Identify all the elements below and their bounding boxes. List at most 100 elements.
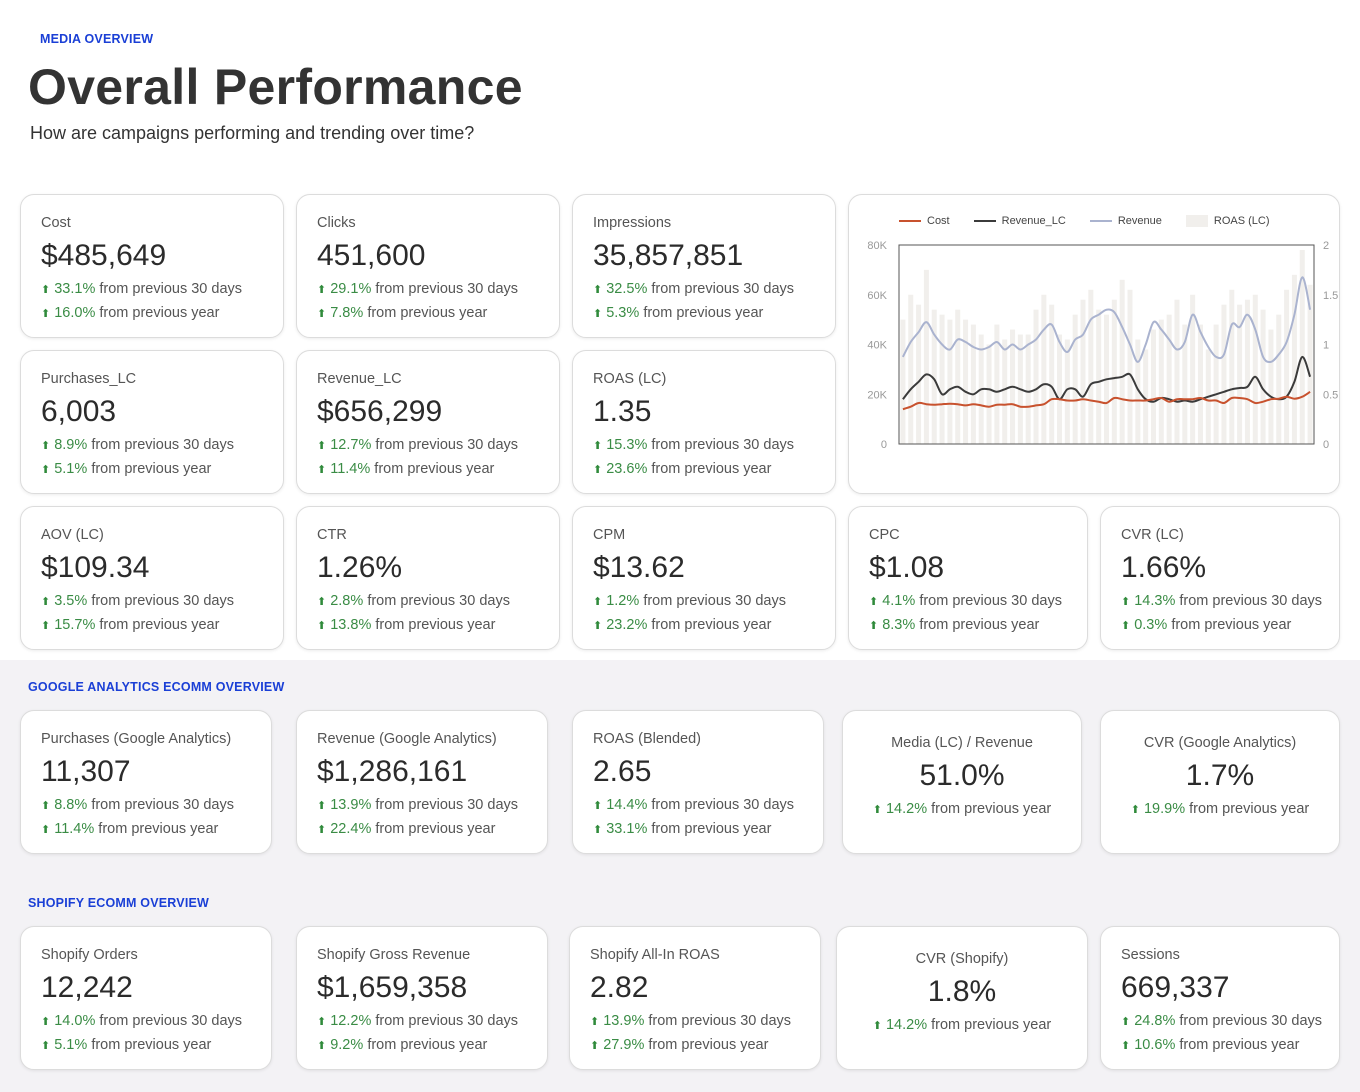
legend-swatch xyxy=(973,220,996,222)
metric-value: $13.62 xyxy=(593,551,685,584)
comparison-30-days: ⬆ 24.8% from previous 30 days xyxy=(1121,1013,1323,1029)
roas-bar xyxy=(1260,309,1266,444)
roas-bar xyxy=(1299,249,1305,444)
metric-value: 51.0% xyxy=(919,759,1005,792)
metric-value: 2.65 xyxy=(593,755,652,788)
metric-value: $1,286,161 xyxy=(317,755,468,788)
series-line-cost xyxy=(902,390,1311,411)
comparison-year: ⬆ 0.3% from previous year xyxy=(1121,617,1292,633)
metric-card-cpm[interactable]: CPM $13.62 ⬆ 1.2% from previous 30 days ⬆… xyxy=(572,506,836,650)
roas-bar xyxy=(939,314,945,444)
comparison-30-days: ⬆ 3.5% from previous 30 days xyxy=(41,593,234,609)
roas-bar xyxy=(1064,339,1070,444)
metric-card-cpc[interactable]: CPC $1.08 ⬆ 4.1% from previous 30 days ⬆ 8… xyxy=(848,506,1088,650)
roas-bar xyxy=(947,319,953,444)
metric-value: $109.34 xyxy=(41,551,150,584)
metric-label: Media (LC) / Revenue xyxy=(891,735,1033,751)
roas-bar xyxy=(900,319,906,444)
arrow-up-icon: ⬆ xyxy=(590,1016,600,1028)
page-title: Overall Performance xyxy=(28,59,523,115)
metric-card-impressions[interactable]: Impressions 35,857,851 ⬆ 32.5% from previ… xyxy=(572,194,836,338)
roas-bar xyxy=(908,294,914,444)
metric-card-shopify-orders[interactable]: Shopify Orders 12,242 ⬆ 14.0% from previo… xyxy=(20,926,272,1070)
comparison-30-days: ⬆ 14.0% from previous 30 days xyxy=(41,1013,243,1029)
arrow-up-icon: ⬆ xyxy=(593,464,603,476)
metric-card-ctr[interactable]: CTR 1.26% ⬆ 2.8% from previous 30 days ⬆ 1… xyxy=(296,506,560,650)
metric-value: 669,337 xyxy=(1121,971,1230,1004)
comparison-30-days: ⬆ 32.5% from previous 30 days xyxy=(593,281,795,297)
metric-card-cvr-lc[interactable]: CVR (LC) 1.66% ⬆ 14.3% from previous 30 d… xyxy=(1100,506,1340,650)
metric-label: ROAS (Blended) xyxy=(593,731,701,747)
roas-bar xyxy=(1049,304,1055,444)
metric-value: $1,659,358 xyxy=(317,971,468,1004)
comparison-year: ⬆ 23.2% from previous year xyxy=(593,617,772,633)
roas-bar xyxy=(1276,314,1282,444)
metric-value: 6,003 xyxy=(41,395,117,428)
arrow-up-icon: ⬆ xyxy=(593,596,603,608)
y-right-tick-label: 0 xyxy=(1323,439,1329,451)
comparison-year: ⬆ 13.8% from previous year xyxy=(317,617,496,633)
metric-card-shopify-revenue[interactable]: Shopify Gross Revenue $1,659,358 ⬆ 12.2% … xyxy=(296,926,548,1070)
metric-card-media-revenue[interactable]: Media (LC) / Revenue 51.0% ⬆ 14.2% from p… xyxy=(842,710,1082,854)
comparison-year: ⬆ 14.2% from previous year xyxy=(872,801,1052,817)
roas-bar xyxy=(1307,284,1313,444)
metric-card-sessions[interactable]: Sessions 669,337 ⬆ 24.8% from previous 30… xyxy=(1100,926,1340,1070)
metric-card-cvr-ga[interactable]: CVR (Google Analytics) 1.7% ⬆ 19.9% from … xyxy=(1100,710,1340,854)
roas-bar xyxy=(1135,339,1141,444)
roas-bar xyxy=(1143,349,1149,444)
metric-label: Sessions xyxy=(1121,947,1180,963)
metric-card-roas-blended[interactable]: ROAS (Blended) 2.65 ⬆ 14.4% from previous… xyxy=(572,710,824,854)
roas-bar xyxy=(963,319,969,444)
roas-bar xyxy=(1197,324,1203,444)
comparison-year: ⬆ 11.4% from previous year xyxy=(41,821,219,837)
metric-card-roas-lc[interactable]: ROAS (LC) 1.35 ⬆ 15.3% from previous 30 d… xyxy=(572,350,836,494)
comparison-year: ⬆ 33.1% from previous year xyxy=(593,821,772,837)
arrow-up-icon: ⬆ xyxy=(1121,620,1131,632)
performance-trend-chart[interactable]: Cost Revenue_LC Revenue ROAS (LC) 80K 60K… xyxy=(848,194,1340,494)
comparison-year: ⬆ 14.2% from previous year xyxy=(872,1017,1052,1033)
roas-bar xyxy=(1268,329,1274,444)
comparison-year: ⬆ 5.1% from previous year xyxy=(41,461,212,477)
metric-card-purchases-lc[interactable]: Purchases_LC 6,003 ⬆ 8.9% from previous 3… xyxy=(20,350,284,494)
y-left-tick-label: 60K xyxy=(867,290,887,302)
legend-swatch xyxy=(1089,220,1112,222)
comparison-30-days: ⬆ 13.9% from previous 30 days xyxy=(317,797,519,813)
metric-label: CVR (LC) xyxy=(1121,527,1184,543)
metric-card-aov-lc[interactable]: AOV (LC) $109.34 ⬆ 3.5% from previous 30 … xyxy=(20,506,284,650)
comparison-30-days: ⬆ 12.2% from previous 30 days xyxy=(317,1013,519,1029)
metric-card-shopify-roas[interactable]: Shopify All-In ROAS 2.82 ⬆ 13.9% from pre… xyxy=(569,926,821,1070)
metric-card-clicks[interactable]: Clicks 451,600 ⬆ 29.1% from previous 30 d… xyxy=(296,194,560,338)
comparison-year: ⬆ 5.1% from previous year xyxy=(41,1037,212,1053)
roas-bar xyxy=(1150,329,1156,444)
metric-card-purchases-ga[interactable]: Purchases (Google Analytics) 11,307 ⬆ 8.8… xyxy=(20,710,272,854)
arrow-up-icon: ⬆ xyxy=(41,596,51,608)
roas-bar xyxy=(1291,274,1297,444)
metric-card-revenue-ga[interactable]: Revenue (Google Analytics) $1,286,161 ⬆ 1… xyxy=(296,710,548,854)
legend-item-revenue[interactable]: Revenue xyxy=(1089,215,1162,227)
metric-label: Shopify All-In ROAS xyxy=(590,947,720,963)
arrow-up-icon: ⬆ xyxy=(869,620,879,632)
metric-card-cvr-shopify[interactable]: CVR (Shopify) 1.8% ⬆ 14.2% from previous … xyxy=(836,926,1088,1070)
roas-bar xyxy=(1284,289,1290,444)
metric-label: Revenue (Google Analytics) xyxy=(317,731,497,747)
arrow-up-icon: ⬆ xyxy=(593,284,603,296)
metric-label: AOV (LC) xyxy=(41,527,104,543)
roas-bar xyxy=(1213,324,1219,444)
legend-item-revenue-lc[interactable]: Revenue_LC xyxy=(973,215,1066,227)
y-left-tick-label: 80K xyxy=(867,240,887,252)
arrow-up-icon: ⬆ xyxy=(317,464,327,476)
metric-label: CVR (Shopify) xyxy=(915,951,1009,967)
metric-label: CPC xyxy=(869,527,900,543)
legend-item-roas-lc[interactable]: ROAS (LC) xyxy=(1185,215,1270,227)
metric-value: 12,242 xyxy=(41,971,133,1004)
roas-bar xyxy=(1072,314,1078,444)
legend-item-cost[interactable]: Cost xyxy=(899,215,950,227)
metric-card-revenue-lc[interactable]: Revenue_LC $656,299 ⬆ 12.7% from previous… xyxy=(296,350,560,494)
legend-swatch xyxy=(899,220,921,222)
series-line-revenue xyxy=(902,276,1312,364)
y-right-tick-label: 0.5 xyxy=(1323,389,1338,401)
metric-label: Shopify Gross Revenue xyxy=(317,947,471,963)
metric-card-cost[interactable]: Cost $485,649 ⬆ 33.1% from previous 30 da… xyxy=(20,194,284,338)
comparison-year: ⬆ 7.8% from previous year xyxy=(317,305,488,321)
metric-value: 1.7% xyxy=(1185,759,1255,792)
